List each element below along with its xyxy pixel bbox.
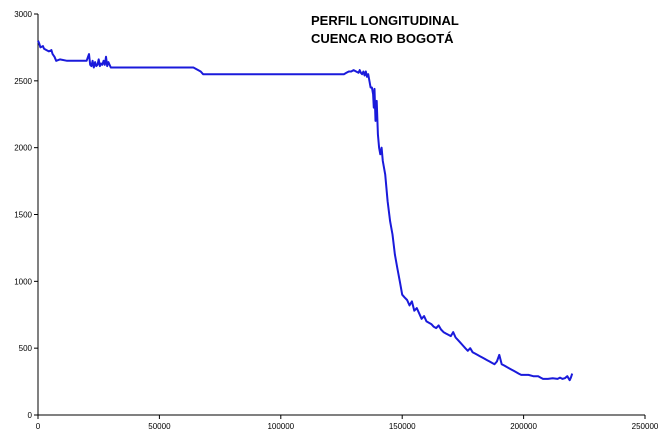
y-tick-label: 2500 — [14, 77, 32, 86]
x-tick-label: 0 — [36, 422, 41, 431]
y-tick-label: 0 — [28, 411, 33, 420]
x-tick-label: 150000 — [389, 422, 416, 431]
x-tick-label: 250000 — [632, 422, 659, 431]
y-tick-label: 1000 — [14, 277, 32, 286]
y-tick-label: 1500 — [14, 211, 32, 220]
plot-area: 0 500 1000 1500 2000 2500 3000 0 50000 100000 1500… — [14, 10, 659, 431]
chart-title-line-2: CUENCA RIO BOGOTÁ — [311, 31, 454, 46]
x-tick-label: 50000 — [148, 422, 171, 431]
y-tick-label: 500 — [19, 344, 33, 353]
chart-title-line-1: PERFIL LONGITUDINAL — [311, 13, 459, 28]
x-tick-label: 100000 — [267, 422, 294, 431]
y-tick-label: 3000 — [14, 10, 32, 19]
x-tick-label: 200000 — [510, 422, 537, 431]
elevation-profile-line — [37, 40, 574, 382]
y-tick-label: 2000 — [14, 144, 32, 153]
